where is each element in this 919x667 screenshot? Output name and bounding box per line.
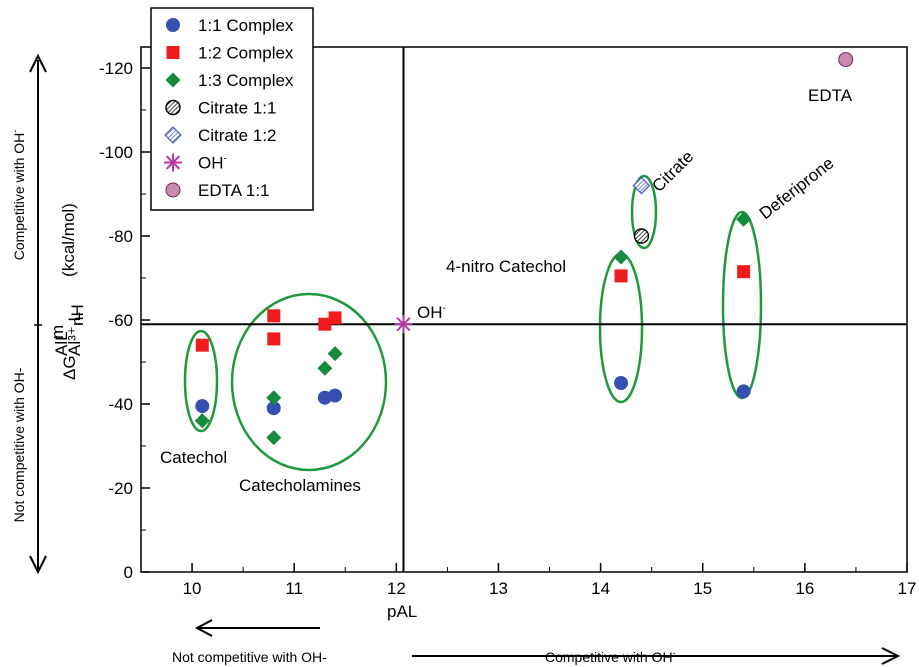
point-series-1-5: [614, 269, 628, 283]
side-label-bottom-left: Not competitive with OH-: [172, 649, 327, 665]
reference-lines: [141, 47, 907, 572]
point-series-1-0: [195, 338, 209, 352]
svg-text:nH: nH: [68, 304, 87, 326]
x-tick-label: 11: [285, 579, 303, 598]
x-tick-label: 17: [898, 579, 917, 598]
point-series-2-3: [317, 360, 333, 376]
axis-ticks: 10 11 12 13 14 15 16 17 0 -20 -40 -60 -80 -100 -120: [99, 59, 916, 598]
annotation-4-nitro-catechol: 4-nitro Catechol: [446, 257, 566, 276]
legend-marker-2: [165, 72, 181, 88]
legend: 1:1 Complex 1:2 Complex 1:3 Complex Citrate…: [150, 7, 314, 211]
x-tick-label: 12: [387, 579, 406, 598]
svg-text:AlL: AlL: [52, 331, 71, 356]
svg-text:ΔG: ΔG: [60, 355, 79, 380]
legend-marker-5: [164, 153, 182, 172]
y-tick-label: 0: [124, 563, 133, 582]
point-series-2-5: [613, 249, 629, 265]
legend-label-1: 1:2 Complex: [198, 44, 294, 63]
point-series-2-0: [194, 413, 210, 429]
point-series-2-2: [266, 430, 282, 446]
legend-marker-4: [164, 126, 182, 144]
point-series-0-4: [614, 376, 629, 390]
legend-marker-6: [165, 182, 181, 198]
annotation-citrate: Citrate: [648, 147, 697, 196]
annotation-catechol: Catechol: [160, 448, 227, 467]
deferiprone-ellipse: [721, 210, 763, 400]
legend-marker-3: [165, 99, 181, 116]
group-ellipses: [183, 174, 763, 472]
side-label-left-lower: Not competitive with OH-: [11, 367, 27, 522]
svg-text:Al³⁺,L: Al³⁺,L: [65, 312, 84, 356]
plot-frame: [140, 46, 908, 573]
svg-text:Not competitive with OH-: Not competitive with OH-: [11, 367, 27, 522]
data-marks: [194, 52, 854, 446]
point-series-1-6: [737, 265, 751, 279]
point-series-3-0: [633, 228, 650, 244]
legend-label-2: 1:3 Complex: [198, 71, 294, 90]
side-label-left-upper: Competitive with OH-: [10, 130, 27, 261]
point-series-0-3: [328, 388, 343, 403]
side-label-bottom-right: Competitive with OH-: [545, 648, 676, 665]
annotation-oh: OH-: [417, 303, 446, 322]
point-series-1-1: [267, 309, 281, 323]
point-series-0-5: [736, 384, 751, 399]
point-series-2-4: [327, 346, 343, 362]
x-tick-label: 13: [489, 579, 508, 598]
y-tick-label: -80: [108, 227, 133, 246]
point-series-1-3: [318, 317, 332, 331]
bottom-left-arrow-head: [194, 619, 213, 637]
legend-label-4: Citrate 1:2: [198, 126, 276, 145]
point-series-2-6: [736, 211, 752, 227]
point-series-6-0: [838, 52, 854, 68]
y-tick-label: -40: [108, 395, 133, 414]
legend-marker-1: [166, 46, 180, 59]
bottom-right-arrow-head: [881, 647, 901, 665]
point-series-5-0: [394, 315, 413, 334]
x-tick-label: 14: [591, 579, 610, 598]
left-arrow-head-bottom: [29, 555, 47, 575]
y-tick-label: -20: [108, 479, 133, 498]
legend-label-3: Citrate 1:1: [198, 99, 276, 118]
catechol-ellipse: [183, 329, 219, 433]
annotation-deferiprone: Deferiprone: [756, 153, 838, 223]
y-tick-label: -60: [108, 311, 133, 330]
left-arrow-head-top: [29, 53, 47, 73]
y-axis-label: ΔG AlL m Al³⁺,L nH: [48, 304, 87, 380]
catecholamines-ellipse: [230, 292, 388, 472]
citrate-ellipse: [630, 174, 658, 250]
point-series-0-0: [195, 399, 210, 414]
x-tick-label: 15: [693, 579, 712, 598]
annotation-edta: EDTA: [808, 86, 853, 105]
point-series-1-4: [328, 311, 342, 325]
legend-label-5: OH-: [198, 154, 227, 173]
y-tick-label: -120: [99, 59, 133, 78]
svg-text:m: m: [48, 325, 67, 339]
legend-marker-0: [166, 18, 180, 32]
legend-label-6: EDTA 1:1: [198, 181, 270, 200]
y-tick-label: -100: [99, 143, 133, 162]
y-axis-unit: (kcal/mol): [59, 203, 78, 277]
point-series-2-1: [266, 390, 282, 406]
x-tick-label: 10: [183, 579, 202, 598]
svg-text:Competitive with OH-: Competitive with OH-: [10, 130, 27, 261]
annotation-catecholamines: Catecholamines: [239, 476, 361, 495]
x-tick-label: 16: [795, 579, 814, 598]
point-series-1-2: [267, 332, 281, 346]
point-series-0-1: [266, 401, 281, 416]
point-series-4-0: [632, 176, 651, 195]
legend-label-0: 1:1 Complex: [198, 16, 294, 35]
x-axis-label: pAL: [387, 602, 417, 621]
